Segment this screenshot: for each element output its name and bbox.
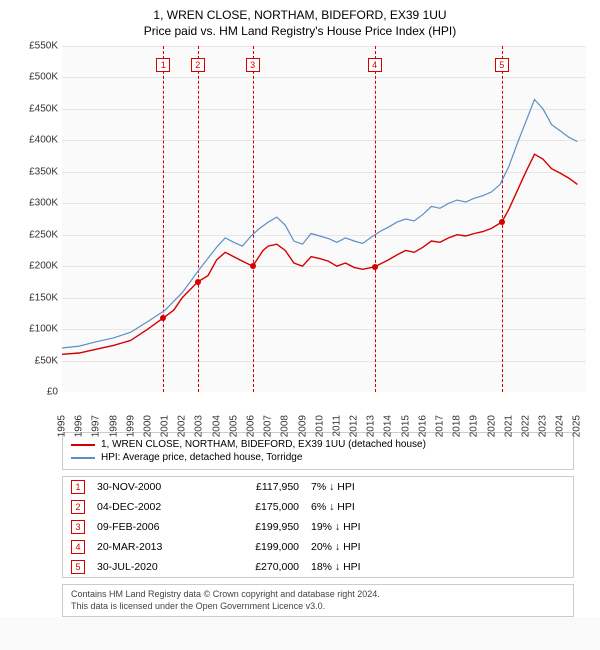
x-tick-label: 2004 <box>211 415 222 437</box>
x-tick-label: 2012 <box>349 415 360 437</box>
x-axis: 1995199619971998199920002001200220032004… <box>62 392 586 426</box>
transaction-date: 04-DEC-2002 <box>97 501 197 513</box>
x-tick-label: 2015 <box>400 415 411 437</box>
legend-swatch-property <box>71 444 95 446</box>
x-tick-label: 2000 <box>142 415 153 437</box>
transaction-diff: 19% ↓ HPI <box>311 521 401 533</box>
transaction-price: £199,950 <box>209 521 299 533</box>
x-tick-label: 2016 <box>417 415 428 437</box>
x-tick-label: 2011 <box>331 415 342 437</box>
y-tick-label: £250K <box>29 229 58 240</box>
y-axis: £0£50K£100K£150K£200K£250K£300K£350K£400… <box>26 46 62 392</box>
x-tick-label: 2017 <box>434 415 445 437</box>
y-tick-label: £500K <box>29 72 58 83</box>
legend: 1, WREN CLOSE, NORTHAM, BIDEFORD, EX39 1… <box>62 432 574 470</box>
y-tick-label: £50K <box>35 355 58 366</box>
footer: Contains HM Land Registry data © Crown c… <box>62 584 574 617</box>
transaction-diff: 18% ↓ HPI <box>311 561 401 573</box>
y-tick-label: £550K <box>29 41 58 52</box>
transaction-price: £117,950 <box>209 481 299 493</box>
chart-subtitle: Price paid vs. HM Land Registry's House … <box>10 24 590 38</box>
x-tick-label: 1997 <box>91 415 102 437</box>
x-tick-label: 1995 <box>57 415 68 437</box>
y-tick-label: £400K <box>29 135 58 146</box>
transaction-row-marker: 1 <box>71 480 85 494</box>
transaction-row: 3 09-FEB-2006 £199,950 19% ↓ HPI <box>63 517 573 537</box>
x-tick-label: 2002 <box>177 415 188 437</box>
transaction-row: 4 20-MAR-2013 £199,000 20% ↓ HPI <box>63 537 573 557</box>
transaction-row-marker: 4 <box>71 540 85 554</box>
x-tick-label: 2001 <box>160 415 171 437</box>
x-tick-label: 2022 <box>520 415 531 437</box>
transaction-diff: 20% ↓ HPI <box>311 541 401 553</box>
transaction-row-marker: 5 <box>71 560 85 574</box>
x-tick-label: 2023 <box>538 415 549 437</box>
transaction-row: 5 30-JUL-2020 £270,000 18% ↓ HPI <box>63 557 573 577</box>
x-tick-label: 2013 <box>366 415 377 437</box>
series-property <box>62 46 586 392</box>
y-tick-label: £450K <box>29 103 58 114</box>
transaction-date: 20-MAR-2013 <box>97 541 197 553</box>
x-tick-label: 2003 <box>194 415 205 437</box>
transaction-diff: 7% ↓ HPI <box>311 481 401 493</box>
x-tick-label: 2024 <box>555 415 566 437</box>
transaction-row-marker: 2 <box>71 500 85 514</box>
footer-line2: This data is licensed under the Open Gov… <box>71 601 565 613</box>
x-tick-label: 2008 <box>280 415 291 437</box>
footer-line1: Contains HM Land Registry data © Crown c… <box>71 589 565 601</box>
x-tick-label: 2020 <box>486 415 497 437</box>
transaction-diff: 6% ↓ HPI <box>311 501 401 513</box>
y-tick-label: £0 <box>47 387 58 398</box>
x-tick-label: 1999 <box>125 415 136 437</box>
chart-title-block: 1, WREN CLOSE, NORTHAM, BIDEFORD, EX39 1… <box>0 0 600 42</box>
transaction-price: £199,000 <box>209 541 299 553</box>
transaction-date: 30-JUL-2020 <box>97 561 197 573</box>
y-tick-label: £150K <box>29 292 58 303</box>
legend-item-hpi: HPI: Average price, detached house, Torr… <box>71 452 565 463</box>
chart-container: 1, WREN CLOSE, NORTHAM, BIDEFORD, EX39 1… <box>0 0 600 617</box>
plot-area: 12345 <box>62 46 586 392</box>
transaction-row: 2 04-DEC-2002 £175,000 6% ↓ HPI <box>63 497 573 517</box>
legend-swatch-hpi <box>71 457 95 459</box>
x-tick-label: 2018 <box>452 415 463 437</box>
plot-area-wrap: £0 £50K £100K £150K £200K £250K £300K £350K £400… <box>26 46 586 426</box>
transaction-price: £175,000 <box>209 501 299 513</box>
transactions-table: 1 30-NOV-2000 £117,950 7% ↓ HPI 2 04-DEC-2002… <box>62 476 574 578</box>
legend-label-property: 1, WREN CLOSE, NORTHAM, BIDEFORD, EX39 1… <box>101 439 426 450</box>
x-tick-label: 1998 <box>108 415 119 437</box>
x-tick-label: 2019 <box>469 415 480 437</box>
x-tick-label: 2005 <box>228 415 239 437</box>
y-tick-label: £300K <box>29 198 58 209</box>
x-tick-label: 2021 <box>503 415 514 437</box>
legend-item-property: 1, WREN CLOSE, NORTHAM, BIDEFORD, EX39 1… <box>71 439 565 450</box>
x-tick-label: 2014 <box>383 415 394 437</box>
x-tick-label: 1996 <box>74 415 85 437</box>
x-tick-label: 2010 <box>314 415 325 437</box>
transaction-row: 1 30-NOV-2000 £117,950 7% ↓ HPI <box>63 477 573 497</box>
transaction-date: 30-NOV-2000 <box>97 481 197 493</box>
transaction-price: £270,000 <box>209 561 299 573</box>
transaction-row-marker: 3 <box>71 520 85 534</box>
x-tick-label: 2025 <box>572 415 583 437</box>
x-tick-label: 2007 <box>263 415 274 437</box>
y-tick-label: £100K <box>29 324 58 335</box>
transaction-date: 09-FEB-2006 <box>97 521 197 533</box>
x-tick-label: 2006 <box>245 415 256 437</box>
y-tick-label: £200K <box>29 261 58 272</box>
x-tick-label: 2009 <box>297 415 308 437</box>
legend-label-hpi: HPI: Average price, detached house, Torr… <box>101 452 302 463</box>
y-tick-label: £350K <box>29 166 58 177</box>
chart-title: 1, WREN CLOSE, NORTHAM, BIDEFORD, EX39 1… <box>10 8 590 22</box>
